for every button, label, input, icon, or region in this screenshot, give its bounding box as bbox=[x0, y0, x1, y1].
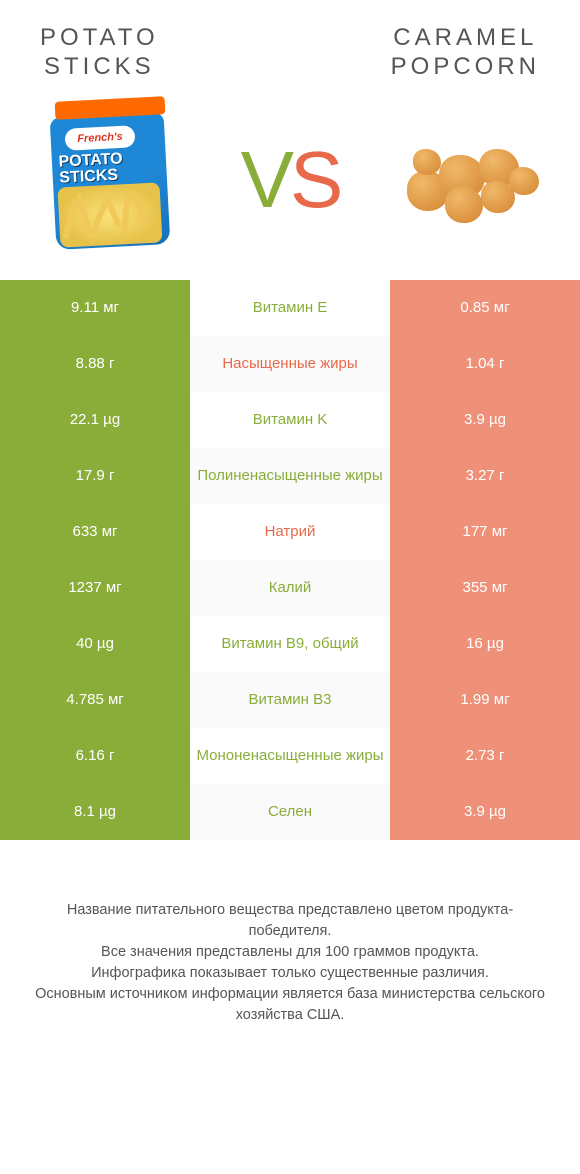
right-value: 1.04 г bbox=[390, 336, 580, 392]
title-left: POTATO STICKS bbox=[40, 24, 159, 82]
left-value: 633 мг bbox=[0, 504, 190, 560]
nutrient-name: Натрий bbox=[190, 504, 390, 560]
title-left-line1: POTATO bbox=[40, 24, 159, 51]
header: POTATO STICKS CARAMEL POPCORN bbox=[0, 0, 580, 90]
bag-brand-label: French's bbox=[64, 125, 135, 151]
nutrient-name: Витамин K bbox=[190, 392, 390, 448]
potato-sticks-bag-icon: French's POTATO STICKS ORIGINAL bbox=[45, 105, 175, 255]
left-value: 8.1 µg bbox=[0, 784, 190, 840]
left-value: 4.785 мг bbox=[0, 672, 190, 728]
left-value: 8.88 г bbox=[0, 336, 190, 392]
right-value: 3.9 µg bbox=[390, 392, 580, 448]
right-value: 3.27 г bbox=[390, 448, 580, 504]
left-value: 17.9 г bbox=[0, 448, 190, 504]
product-right-image bbox=[390, 100, 550, 260]
table-row: 17.9 гПолиненасыщенные жиры3.27 г bbox=[0, 448, 580, 504]
footer-line-1: Название питательного вещества представл… bbox=[28, 900, 552, 942]
title-right-line1: CARAMEL bbox=[393, 24, 537, 51]
nutrient-name: Селен bbox=[190, 784, 390, 840]
right-value: 3.9 µg bbox=[390, 784, 580, 840]
table-row: 633 мгНатрий177 мг bbox=[0, 504, 580, 560]
nutrient-name: Насыщенные жиры bbox=[190, 336, 390, 392]
left-value: 6.16 г bbox=[0, 728, 190, 784]
nutrient-name: Полиненасыщенные жиры bbox=[190, 448, 390, 504]
right-value: 1.99 мг bbox=[390, 672, 580, 728]
footer-line-3: Инфографика показывает только существенн… bbox=[28, 963, 552, 984]
vs-s: S bbox=[290, 135, 339, 224]
left-value: 1237 мг bbox=[0, 560, 190, 616]
vs-label: VS bbox=[241, 134, 340, 226]
left-value: 40 µg bbox=[0, 616, 190, 672]
left-value: 9.11 мг bbox=[0, 280, 190, 336]
caramel-popcorn-icon bbox=[395, 125, 545, 235]
bag-name-line2: STICKS bbox=[59, 166, 118, 186]
table-row: 40 µgВитамин B9, общий16 µg bbox=[0, 616, 580, 672]
product-left-image: French's POTATO STICKS ORIGINAL bbox=[30, 100, 190, 260]
right-value: 355 мг bbox=[390, 560, 580, 616]
nutrient-name: Калий bbox=[190, 560, 390, 616]
hero-row: French's POTATO STICKS ORIGINAL VS bbox=[0, 90, 580, 280]
right-value: 2.73 г bbox=[390, 728, 580, 784]
footer-line-2: Все значения представлены для 100 граммо… bbox=[28, 942, 552, 963]
title-right-line2: POPCORN bbox=[391, 53, 540, 80]
table-row: 6.16 гМононенасыщенные жиры2.73 г bbox=[0, 728, 580, 784]
vs-v: V bbox=[241, 135, 290, 224]
footer-line-4: Основным источником информации является … bbox=[28, 984, 552, 1026]
right-value: 177 мг bbox=[390, 504, 580, 560]
nutrient-name: Мононенасыщенные жиры bbox=[190, 728, 390, 784]
table-row: 9.11 мгВитамин E0.85 мг bbox=[0, 280, 580, 336]
table-row: 8.1 µgСелен3.9 µg bbox=[0, 784, 580, 840]
title-right: CARAMEL POPCORN bbox=[391, 24, 540, 82]
table-row: 4.785 мгВитамин B31.99 мг bbox=[0, 672, 580, 728]
table-row: 1237 мгКалий355 мг bbox=[0, 560, 580, 616]
table-row: 22.1 µgВитамин K3.9 µg bbox=[0, 392, 580, 448]
comparison-table: 9.11 мгВитамин E0.85 мг8.88 гНасыщенные … bbox=[0, 280, 580, 840]
nutrient-name: Витамин E bbox=[190, 280, 390, 336]
right-value: 0.85 мг bbox=[390, 280, 580, 336]
nutrient-name: Витамин B9, общий bbox=[190, 616, 390, 672]
title-left-line2: STICKS bbox=[44, 53, 155, 80]
table-row: 8.88 гНасыщенные жиры1.04 г bbox=[0, 336, 580, 392]
left-value: 22.1 µg bbox=[0, 392, 190, 448]
footer-notes: Название питательного вещества представл… bbox=[0, 840, 580, 1026]
nutrient-name: Витамин B3 bbox=[190, 672, 390, 728]
right-value: 16 µg bbox=[390, 616, 580, 672]
